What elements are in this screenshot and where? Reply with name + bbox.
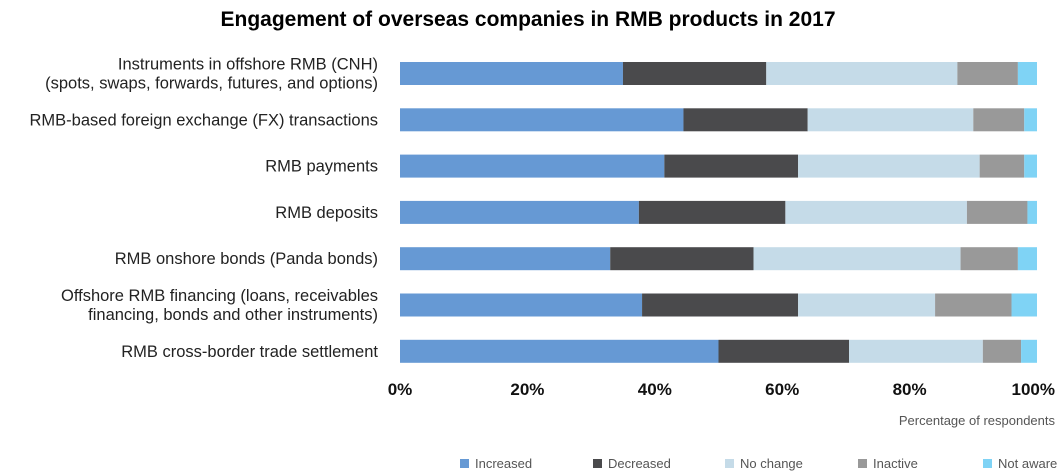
category-label-row-1-line-1: Instruments in offshore RMB (CNH) <box>118 56 378 74</box>
bar-segment-decreased-row-5 <box>610 247 754 271</box>
x-tick-label-5: 100% <box>1012 380 1055 399</box>
bar-segment-no-change-row-6 <box>798 293 936 317</box>
x-tick-label-3: 60% <box>765 380 799 399</box>
bar-segment-not-aware-row-3 <box>1024 154 1037 178</box>
bar-segment-increased-row-2 <box>400 108 684 132</box>
bar-segment-increased-row-6 <box>400 293 643 317</box>
bar-segment-increased-row-3 <box>400 154 665 178</box>
category-label-row-3-line-1: RMB payments <box>265 158 378 176</box>
bar-segment-not-aware-row-7 <box>1021 339 1037 363</box>
x-tick-label-0: 0% <box>388 380 413 399</box>
bar-segment-not-aware-row-5 <box>1017 247 1037 271</box>
legend-label-increased: Increased <box>475 456 532 471</box>
bar-segment-increased-row-4 <box>400 200 639 224</box>
category-labels: Instruments in offshore RMB (CNH)(spots,… <box>30 56 379 361</box>
bar-segment-inactive-row-4 <box>966 200 1028 224</box>
bar-segment-not-aware-row-4 <box>1027 200 1037 224</box>
bar-segment-inactive-row-1 <box>957 62 1018 85</box>
bar-segment-inactive-row-3 <box>979 154 1025 178</box>
legend-label-decreased: Decreased <box>608 456 671 471</box>
legend-swatch-decreased <box>593 459 602 468</box>
category-label-row-1-line-2: (spots, swaps, forwards, futures, and op… <box>45 75 378 93</box>
x-tick-label-1: 20% <box>510 380 544 399</box>
bar-segment-decreased-row-4 <box>638 200 786 224</box>
chart-title: Engagement of overseas companies in RMB … <box>221 8 836 31</box>
legend-swatch-inactive <box>858 459 867 468</box>
bar-segment-no-change-row-3 <box>798 154 980 178</box>
bar-segment-decreased-row-3 <box>664 154 799 178</box>
bar-segment-not-aware-row-2 <box>1024 108 1037 132</box>
bar-segment-not-aware-row-6 <box>1011 293 1037 317</box>
x-tick-label-4: 80% <box>893 380 927 399</box>
bar-segment-decreased-row-6 <box>642 293 799 317</box>
bar-segment-no-change-row-2 <box>807 108 974 132</box>
legend-swatch-not-aware <box>983 459 992 468</box>
bar-segment-no-change-row-5 <box>753 247 961 271</box>
bar-segment-inactive-row-6 <box>935 293 1012 317</box>
category-label-row-2-line-1: RMB-based foreign exchange (FX) transact… <box>30 111 379 129</box>
category-label-row-6-line-1: Offshore RMB financing (loans, receivabl… <box>61 287 378 305</box>
category-label-row-5-line-1: RMB onshore bonds (Panda bonds) <box>115 250 378 268</box>
category-label-row-4-line-1: RMB deposits <box>275 204 378 222</box>
bar-segment-increased-row-7 <box>400 339 719 363</box>
bar-segment-inactive-row-5 <box>960 247 1018 271</box>
bar-segment-not-aware-row-1 <box>1017 62 1037 85</box>
legend-label-not-aware: Not aware <box>998 456 1057 471</box>
category-label-row-7-line-1: RMB cross-border trade settlement <box>121 343 378 361</box>
bar-segment-no-change-row-4 <box>785 200 967 224</box>
category-label-row-6-line-2: financing, bonds and other instruments) <box>88 306 378 324</box>
bar-segment-inactive-row-2 <box>973 108 1025 132</box>
bar-segment-no-change-row-1 <box>766 62 958 85</box>
bar-segment-decreased-row-1 <box>622 62 767 85</box>
x-axis-ticks: 0% 20% 40% 60% 80% 100% <box>388 380 1055 399</box>
x-tick-label-2: 40% <box>638 380 672 399</box>
bar-segment-increased-row-5 <box>400 247 611 271</box>
bar-segment-no-change-row-7 <box>849 339 983 363</box>
bar-segment-increased-row-1 <box>400 62 623 85</box>
bar-segment-decreased-row-2 <box>683 108 808 132</box>
legend-label-no-change: No change <box>740 456 803 471</box>
legend: Increased Decreased No change Inactive Not a… <box>460 456 1057 471</box>
legend-swatch-no-change <box>725 459 734 468</box>
legend-swatch-increased <box>460 459 469 468</box>
bar-segment-decreased-row-7 <box>718 339 850 363</box>
bar-segment-inactive-row-7 <box>982 339 1022 363</box>
bars-group <box>400 62 1037 363</box>
legend-label-inactive: Inactive <box>873 456 918 471</box>
x-axis-label: Percentage of respondents <box>899 413 1056 428</box>
